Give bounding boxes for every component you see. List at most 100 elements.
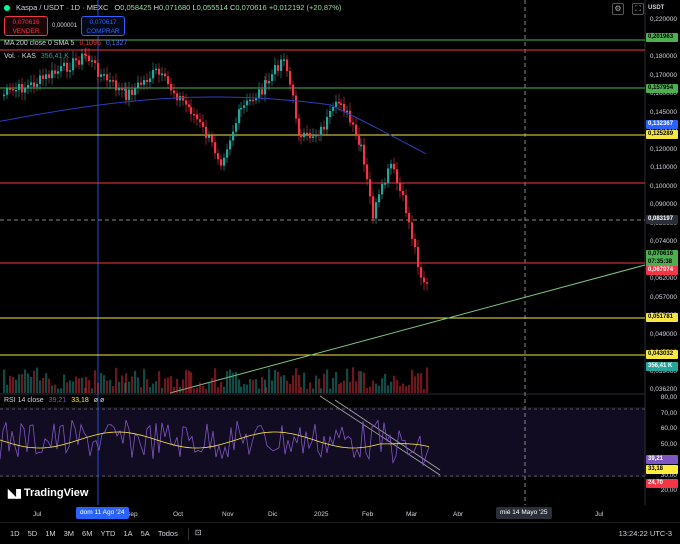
candle-body [315,134,318,137]
volume-bar [121,375,124,393]
tf-ytd[interactable]: YTD [100,529,116,538]
volume-bar [143,368,146,393]
volume-bar [6,384,9,393]
buy-button[interactable]: 0,070617 COMPRAR [81,16,126,36]
candle-body [298,118,301,135]
tf-5a[interactable]: 5A [140,529,150,538]
volume-bar [329,388,332,393]
clock: 13:24:22 UTC-3 [618,529,672,538]
time-axis-label: Nov [222,511,234,518]
tf-5d[interactable]: 5D [27,529,38,538]
candle-body [196,114,199,120]
sell-button[interactable]: 0,070616 VENDER [4,16,48,36]
fullscreen-icon[interactable]: ⛶ [632,3,644,15]
candle-body [338,101,341,104]
volume-bar [164,378,167,393]
price-scale-label: 0,036200 [649,386,677,393]
tf-1a[interactable]: 1A [123,529,133,538]
settings-icon[interactable]: ⚙ [612,3,624,15]
candle-body [318,134,321,136]
volume-bar [27,373,30,393]
volume-bar [12,377,15,393]
rsi-scale-label: 60,00 [660,425,677,432]
volume-bar [137,377,140,393]
volume-bar [188,370,191,393]
volume-bar [261,376,264,393]
volume-bar [315,375,318,393]
candle-body [283,59,286,61]
candle-body [352,122,355,125]
volume-bar [199,382,202,393]
tradingview-logo[interactable]: ◣▮ TradingView [8,486,89,500]
volume-bar [393,375,396,393]
candle-body [51,70,54,79]
candle-body [118,87,121,91]
candle-body [100,74,103,77]
chart-area[interactable]: Kaspa / USDT · 1D · MEXC O0,058425 H0,07… [0,0,680,522]
volume-indicator-legend[interactable]: Vol. · KAS 356,41 K [4,53,69,60]
volume-bar [396,380,399,393]
volume-bar [118,381,121,393]
candle-body [121,87,124,91]
price-tag: 07:35:38 [646,258,678,267]
tf-6m[interactable]: 6M [82,529,93,538]
price-scale-label: 0,062000 [649,275,677,282]
volume-bar [39,380,42,393]
price-chart[interactable] [0,0,680,522]
candle-body [243,105,246,108]
candle-body [343,103,346,112]
volume-bar [81,377,84,393]
symbol-title[interactable]: Kaspa / USDT · 1D · MEXC [16,3,109,12]
volume-bar [30,377,33,393]
price-tag: 0,043032 [646,350,678,359]
volume-bar [300,386,303,393]
ma-line [0,96,427,155]
volume-bar [217,387,220,393]
volume-bar [226,371,229,393]
volume-bar [335,372,338,393]
candle-body [381,184,384,195]
volume-bar [343,380,346,393]
candle-body [202,122,205,127]
volume-bar [190,372,193,393]
volume-bar [182,379,185,393]
date-range-icon[interactable]: ⊡ [187,527,202,540]
volume-bar [352,367,355,393]
candle-body [252,99,255,102]
volume-bar [326,369,329,393]
candle-body [363,144,366,165]
rsi-line [0,419,430,466]
candle-body [264,80,267,95]
time-axis-label: Dic [268,511,278,518]
candle-body [214,142,217,154]
tf-todos[interactable]: Todos [157,529,178,538]
volume-bar [360,371,363,393]
ma-indicator-legend[interactable]: MA 200 close 0 SMA 5 0,1096 0,1327 [4,40,128,47]
volume-bar [372,380,375,393]
tf-3m[interactable]: 3M [63,529,75,538]
tf-1m[interactable]: 1M [45,529,56,538]
volume-bar [196,387,199,393]
rsi-legend[interactable]: RSI 14 close 39,21 33,18 ø ø [4,397,105,404]
candle-body [182,95,185,101]
price-tag: 0,083197 [646,215,678,224]
volume-bar [161,387,164,393]
volume-bar [149,387,152,393]
candle-body [408,213,411,223]
candle-body [355,124,358,135]
volume-bar [295,368,298,393]
volume-bar [220,381,223,393]
volume-bar [15,379,18,393]
volume-bar [54,384,57,393]
candle-body [18,83,21,91]
candle-body [274,65,277,75]
volume-bar [411,369,414,393]
candle-body [103,74,106,76]
tf-1d[interactable]: 1D [10,529,20,538]
volume-bar [355,381,358,393]
rsi-ma-line [0,431,430,449]
volume-bar [277,371,280,393]
candle-body [85,54,88,57]
volume-bar [320,388,323,393]
candle-body [312,136,315,138]
